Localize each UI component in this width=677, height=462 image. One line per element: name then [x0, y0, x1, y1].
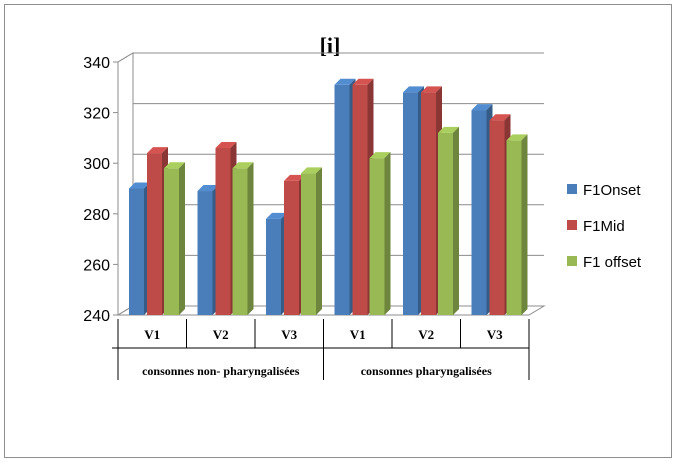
bar-f1onset	[403, 86, 424, 315]
bar-side	[521, 134, 528, 315]
bar-front	[284, 180, 299, 315]
bar-top	[215, 142, 237, 149]
bar-front	[352, 84, 368, 316]
bar-f1-offset	[438, 126, 459, 315]
legend: F1Onset F1Mid F1 offset	[567, 182, 642, 271]
bar-top	[232, 162, 254, 169]
bar-front	[129, 188, 144, 315]
y-tick-label: 340	[83, 55, 110, 72]
legend-swatch	[567, 256, 577, 266]
bar-top	[266, 212, 287, 219]
bar-front	[471, 110, 487, 315]
bar-top	[403, 86, 424, 93]
y-tick-label: 240	[83, 308, 110, 325]
x-tick-label: V1	[350, 327, 366, 342]
bar-top	[197, 185, 219, 192]
bar-top	[471, 104, 493, 111]
x-tick-label: V1	[144, 327, 160, 342]
bar-f1onset	[129, 182, 150, 315]
bar-front	[334, 84, 350, 316]
bar-front	[489, 120, 505, 315]
y-tick-label: 260	[83, 257, 110, 274]
bar-side	[179, 162, 185, 315]
bar-f1onset	[266, 212, 287, 315]
bar-side	[247, 162, 254, 315]
x-tick-label: V3	[487, 327, 503, 342]
x-tick-label: V2	[213, 327, 229, 342]
bar-top	[438, 126, 459, 133]
bar-front	[438, 132, 453, 315]
bars	[129, 78, 528, 316]
bar-f1-offset	[232, 162, 254, 315]
chart-title: [i]	[320, 33, 341, 58]
bar-f1-offset	[506, 134, 528, 315]
bar-f1-offset	[164, 162, 185, 315]
bar-side	[453, 126, 459, 315]
bar-front	[215, 148, 231, 315]
group-label: consonnes non- pharyngalisées	[142, 364, 300, 378]
bar-f1-offset	[301, 167, 322, 315]
bar-side	[384, 152, 391, 315]
legend-label: F1Onset	[583, 182, 641, 199]
x-tick-label: V3	[281, 327, 297, 342]
bar-f1onset	[197, 185, 219, 315]
bar-front	[197, 191, 213, 315]
bar-f1onset	[334, 78, 356, 316]
bar-front	[266, 218, 281, 315]
y-tick-label: 300	[83, 156, 110, 173]
legend-label: F1 offset	[583, 254, 642, 271]
bar-front	[301, 173, 316, 315]
bar-front	[403, 92, 418, 315]
axis-labels: 240 260 280 300 320 340 V1 V2 V3 V1 V2 V3 consonnes …	[83, 55, 503, 378]
bar-f1-offset	[369, 152, 391, 315]
bar-front	[147, 153, 162, 315]
bar-top	[506, 134, 528, 141]
bar-top	[352, 78, 374, 85]
legend-swatch	[567, 184, 577, 194]
bar-top	[129, 182, 150, 189]
bar-f1onset	[471, 104, 493, 315]
bar-top	[334, 78, 356, 85]
bar-side	[316, 167, 322, 315]
bar-top	[421, 86, 442, 93]
bar-front	[421, 92, 436, 315]
legend-swatch	[567, 220, 577, 230]
bar-front	[232, 168, 248, 315]
bar-top	[284, 174, 305, 181]
legend-label: F1Mid	[583, 218, 625, 235]
bar-top	[301, 167, 322, 174]
bar-top	[147, 147, 168, 154]
bar-front	[164, 168, 179, 315]
y-tick-label: 320	[83, 106, 110, 123]
y-tick-label: 280	[83, 207, 110, 224]
bar-top	[369, 152, 391, 159]
bar-front	[506, 140, 522, 315]
bar-top	[164, 162, 185, 169]
bar-front	[369, 158, 385, 315]
x-tick-label: V2	[418, 327, 434, 342]
bar-top	[489, 114, 511, 121]
group-label: consonnes pharyngalisées	[361, 364, 492, 378]
